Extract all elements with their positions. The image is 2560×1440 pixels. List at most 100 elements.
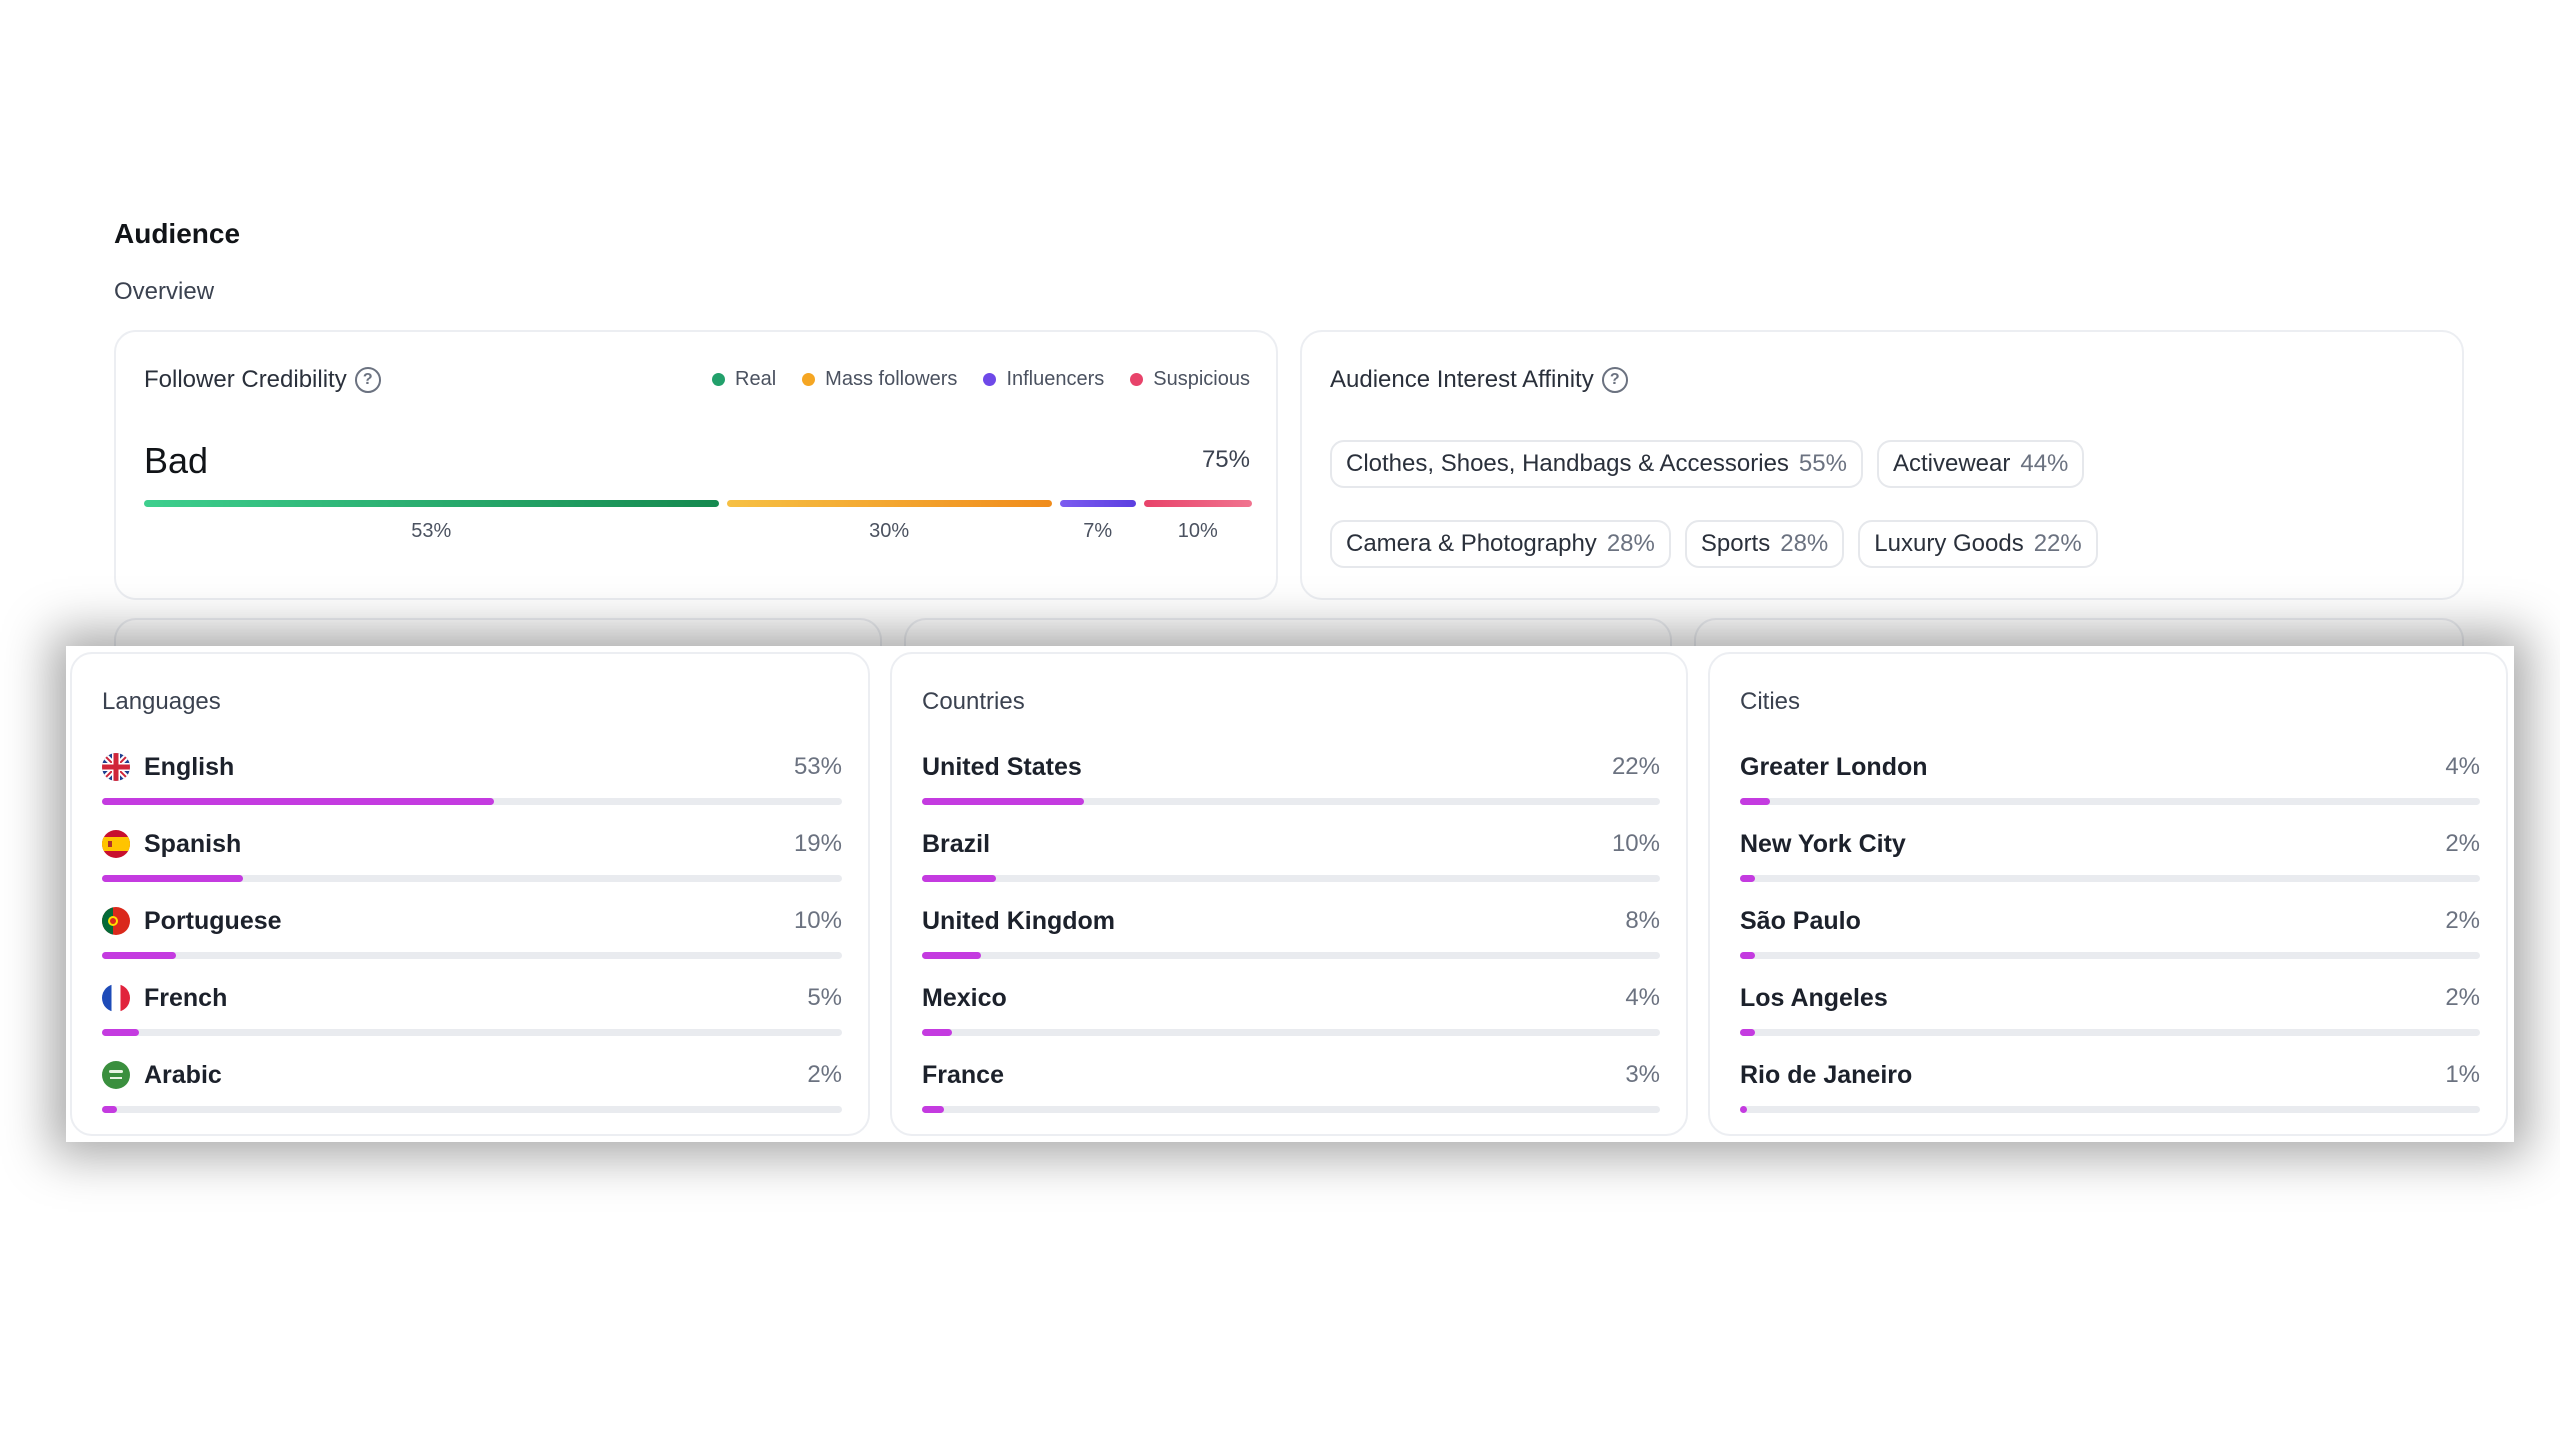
credibility-legend: Real Mass followers Influencers Suspicio… xyxy=(712,368,1250,391)
city-percent: 2% xyxy=(2445,907,2480,934)
affinity-chips: Clothes, Shoes, Handbags & Accessories 5… xyxy=(1330,440,2440,568)
legend-dot-mass-followers xyxy=(802,373,816,386)
city-percent: 1% xyxy=(2445,1061,2480,1088)
country-label: Brazil xyxy=(922,829,991,858)
credibility-segment xyxy=(726,500,1052,507)
chip-percent: 28% xyxy=(1606,530,1655,557)
city-percent: 2% xyxy=(2445,984,2480,1011)
question-circle-icon[interactable]: ? xyxy=(1601,367,1628,393)
progress-track xyxy=(922,1029,1660,1036)
city-label: New York City xyxy=(1740,829,1906,858)
cities-list: Greater London 4% New York City 2% São P… xyxy=(1740,752,2480,1137)
legend-item-suspicious: Suspicious xyxy=(1130,368,1250,391)
progress-track xyxy=(1740,1029,2480,1036)
interest-chip[interactable]: Luxury Goods 22% xyxy=(1858,520,2098,568)
list-item: France 3% xyxy=(922,1060,1660,1137)
interest-chip[interactable]: Sports 28% xyxy=(1684,520,1845,568)
progress-fill xyxy=(922,1106,945,1113)
language-label: Arabic xyxy=(144,1060,222,1089)
country-label: Mexico xyxy=(922,983,1007,1012)
chip-percent: 22% xyxy=(2033,530,2082,557)
list-item: Portuguese 10% xyxy=(102,906,842,983)
chip-percent: 28% xyxy=(1780,530,1829,557)
languages-list: English 53% Spanish 19% xyxy=(102,752,842,1137)
language-label: Portuguese xyxy=(144,906,282,935)
legend-item-real: Real xyxy=(712,368,776,391)
language-percent: 10% xyxy=(793,907,842,934)
chip-percent: 44% xyxy=(2020,450,2069,477)
progress-fill xyxy=(1740,952,1755,959)
highlight-panel: Languages English 53% xyxy=(66,646,2514,1142)
credibility-segment xyxy=(144,500,719,507)
list-item: French 5% xyxy=(102,983,842,1060)
city-label: Los Angeles xyxy=(1740,983,1888,1012)
interest-chip[interactable]: Activewear 44% xyxy=(1876,440,2085,488)
list-item: United Kingdom 8% xyxy=(922,906,1660,983)
question-circle-icon[interactable]: ? xyxy=(354,367,381,393)
progress-track xyxy=(102,875,842,882)
list-item: Brazil 10% xyxy=(922,829,1660,906)
progress-track xyxy=(922,875,1660,882)
progress-fill xyxy=(102,798,495,805)
country-percent: 10% xyxy=(1611,830,1660,857)
saudi-flag-icon xyxy=(102,1061,130,1089)
legend-label-mass-followers: Mass followers xyxy=(825,368,958,390)
legend-dot-influencers xyxy=(983,373,997,386)
section-title: Audience xyxy=(114,218,241,249)
countries-list: United States 22% Brazil 10% United King… xyxy=(922,752,1660,1137)
progress-track xyxy=(922,798,1660,805)
chip-label: Camera & Photography xyxy=(1346,530,1597,557)
progress-track xyxy=(1740,1106,2480,1113)
list-item: Arabic 2% xyxy=(102,1060,842,1137)
city-percent: 4% xyxy=(2445,753,2480,780)
card-edge xyxy=(904,618,1672,658)
countries-title: Countries xyxy=(922,688,1025,715)
list-item: United States 22% xyxy=(922,752,1660,829)
interest-chip[interactable]: Camera & Photography 28% xyxy=(1330,520,1671,568)
legend-item-influencers: Influencers xyxy=(983,368,1104,391)
progress-fill xyxy=(922,952,982,959)
credibility-segment-label: 10% xyxy=(1177,520,1218,542)
list-item: Rio de Janeiro 1% xyxy=(1740,1060,2480,1137)
audience-interest-affinity-card: Audience Interest Affinity ? Clothes, Sh… xyxy=(1300,330,2464,600)
legend-dot-real xyxy=(712,373,726,386)
progress-fill xyxy=(102,952,176,959)
legend-dot-suspicious xyxy=(1130,373,1144,386)
language-percent: 19% xyxy=(793,830,842,857)
progress-fill xyxy=(922,798,1085,805)
interest-chip[interactable]: Clothes, Shoes, Handbags & Accessories 5… xyxy=(1330,440,1863,488)
language-label: French xyxy=(144,983,228,1012)
cities-card: Cities Greater London 4% New York City 2… xyxy=(1708,652,2508,1136)
language-percent: 5% xyxy=(807,984,842,1011)
credibility-segment-label: 30% xyxy=(869,520,910,542)
progress-fill xyxy=(102,875,243,882)
list-item: Greater London 4% xyxy=(1740,752,2480,829)
language-percent: 2% xyxy=(807,1061,842,1088)
chip-label: Luxury Goods xyxy=(1874,530,2024,557)
portugal-flag-icon xyxy=(102,907,130,935)
list-item: New York City 2% xyxy=(1740,829,2480,906)
credibility-header: Follower Credibility ? xyxy=(144,366,381,394)
progress-fill xyxy=(1740,875,1755,882)
country-percent: 22% xyxy=(1611,753,1660,780)
card-edge xyxy=(1694,618,2464,658)
affinity-header: Audience Interest Affinity ? xyxy=(1330,366,1628,394)
progress-fill xyxy=(922,875,996,882)
chip-percent: 55% xyxy=(1798,450,1847,477)
country-label: United Kingdom xyxy=(922,906,1116,935)
list-item: Mexico 4% xyxy=(922,983,1660,1060)
uk-flag-icon xyxy=(102,753,130,781)
affinity-title: Audience Interest Affinity xyxy=(1330,366,1594,393)
city-label: São Paulo xyxy=(1740,906,1861,935)
credibility-segment-bar: 53% 30% 7% 10% xyxy=(144,500,1252,542)
progress-fill xyxy=(102,1029,139,1036)
country-percent: 8% xyxy=(1625,907,1660,934)
progress-track xyxy=(1740,875,2480,882)
progress-fill xyxy=(1740,1106,1748,1113)
languages-title: Languages xyxy=(102,688,221,715)
follower-credibility-card: Follower Credibility ? Real Mass followe… xyxy=(114,330,1278,600)
credibility-segment-label: 7% xyxy=(1083,520,1113,542)
legend-item-mass-followers: Mass followers xyxy=(802,368,957,391)
country-label: France xyxy=(922,1060,1004,1089)
legend-label-suspicious: Suspicious xyxy=(1153,368,1250,390)
